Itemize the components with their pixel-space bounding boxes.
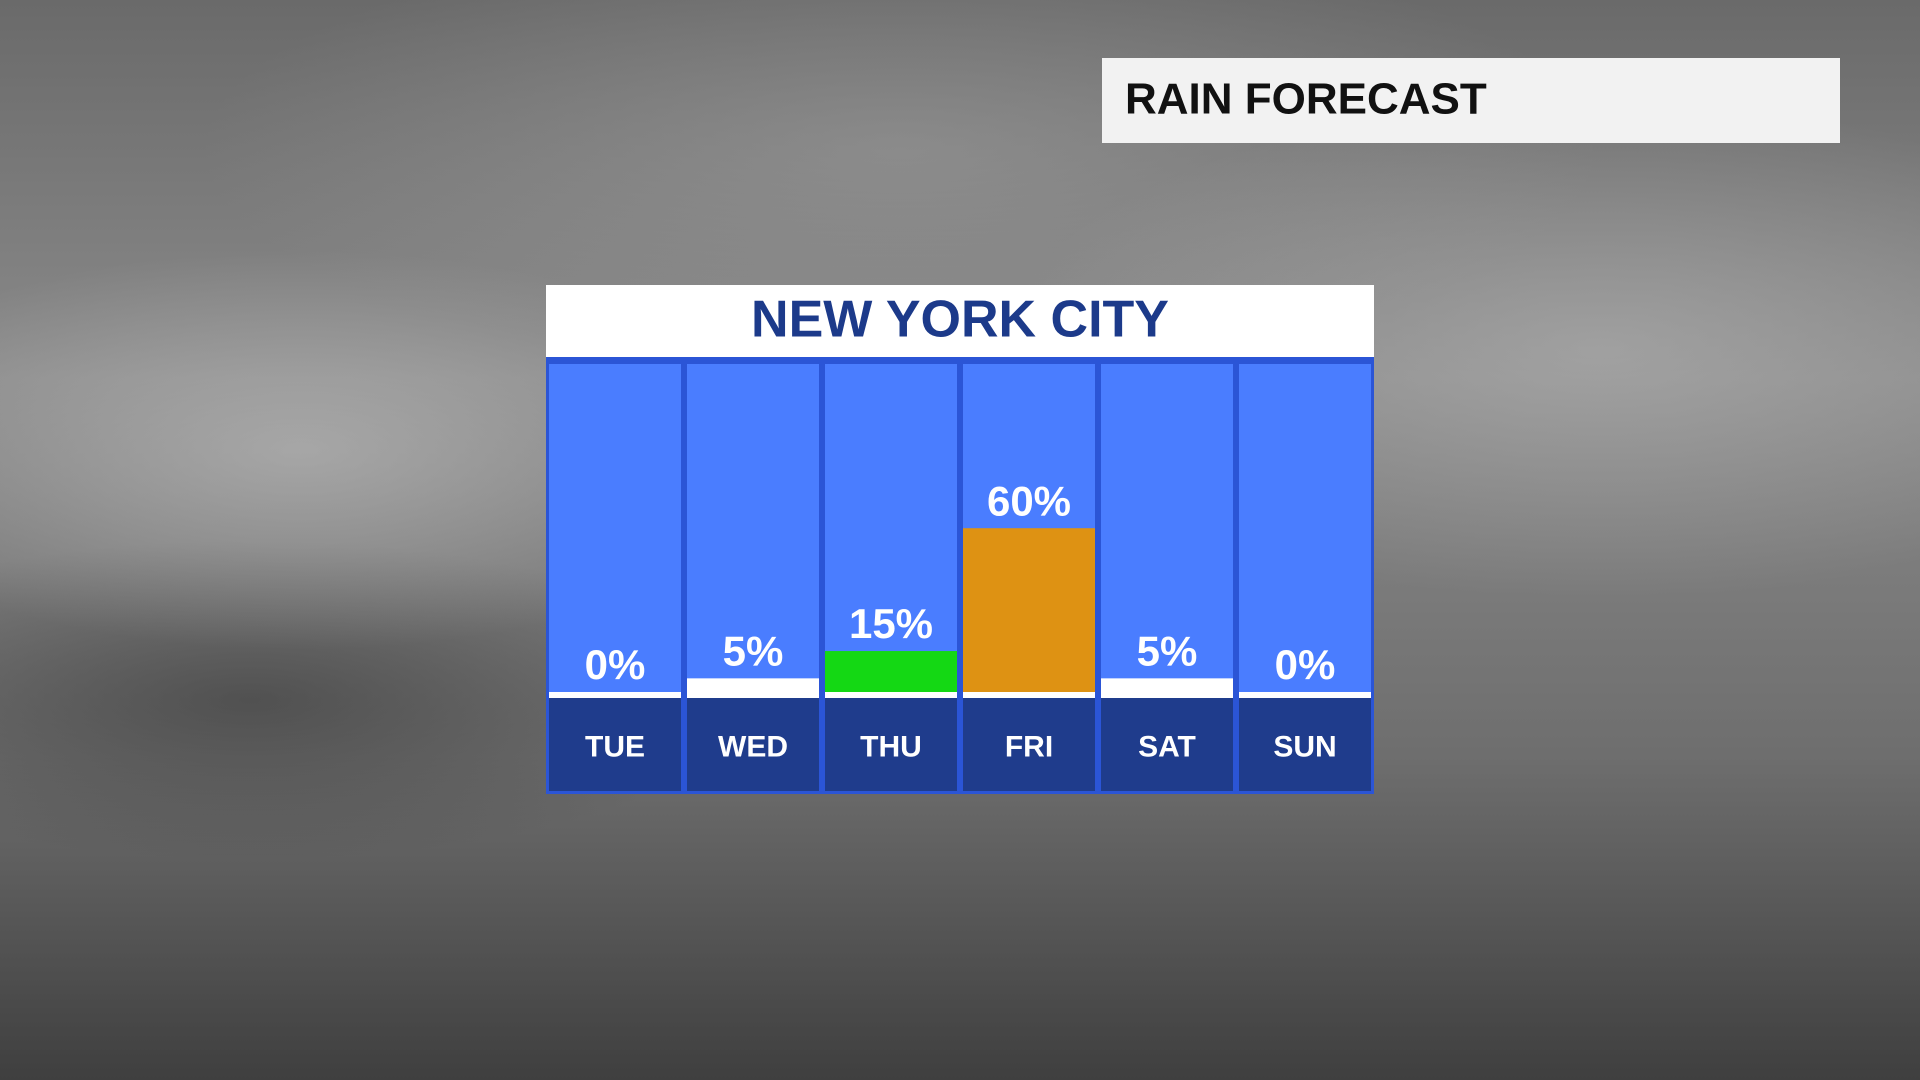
column [549, 364, 681, 698]
value-label: 60% [987, 477, 1071, 524]
baseline-strip [1101, 692, 1233, 698]
value-label: 5% [723, 627, 784, 674]
column [1101, 364, 1233, 698]
x-tick-label: WED [718, 730, 788, 763]
column [687, 364, 819, 698]
x-tick-label: TUE [585, 730, 645, 763]
x-tick-label: THU [860, 730, 922, 763]
bar [687, 678, 819, 692]
day-box [1101, 698, 1233, 791]
baseline-strip [549, 692, 681, 698]
bar [825, 651, 957, 692]
day-box [687, 698, 819, 791]
chart-title: NEW YORK CITY [751, 291, 1169, 349]
day-box [1239, 698, 1371, 791]
title-box [546, 285, 1374, 359]
value-label: 15% [849, 600, 933, 647]
value-label: 0% [585, 641, 646, 688]
panel [546, 357, 1374, 794]
bar [963, 528, 1095, 692]
x-tick-label: SUN [1273, 730, 1336, 763]
column [1239, 364, 1371, 698]
bar [1101, 678, 1233, 692]
header-box [1102, 58, 1840, 143]
baseline-strip [1239, 692, 1371, 698]
value-label: 0% [1275, 641, 1336, 688]
value-label: 5% [1137, 627, 1198, 674]
day-box [963, 698, 1095, 791]
header-title: RAIN FORECAST [1125, 75, 1487, 124]
day-box [549, 698, 681, 791]
baseline-strip [687, 692, 819, 698]
baseline-strip [825, 692, 957, 698]
column [825, 364, 957, 698]
x-tick-label: SAT [1138, 730, 1196, 763]
day-box [825, 698, 957, 791]
x-tick-label: FRI [1005, 730, 1053, 763]
baseline-strip [963, 692, 1095, 698]
